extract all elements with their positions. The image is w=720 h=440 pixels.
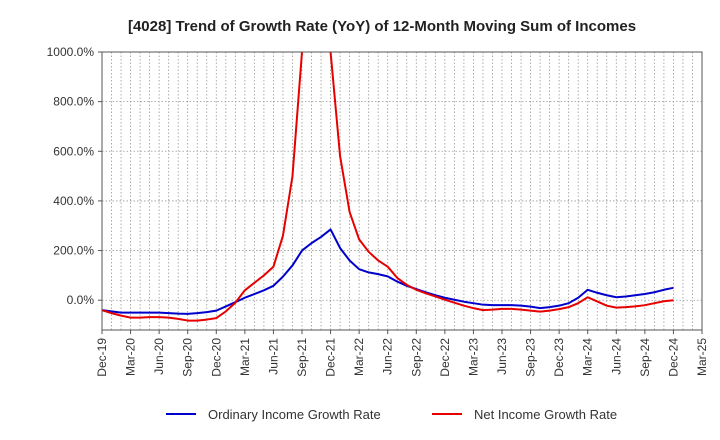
y-axis-ticks: 0.0% 200.0% 400.0% 600.0% 800.0% 1000.0%: [47, 45, 102, 307]
x-tick-label: Mar-22: [352, 338, 366, 376]
plot-background: [102, 52, 702, 330]
x-tick-label: Sep-23: [524, 338, 538, 377]
y-tick-label: 600.0%: [53, 144, 94, 158]
x-tick-label: Dec-19: [95, 338, 109, 377]
x-tick-label: Mar-24: [581, 338, 595, 376]
x-tick-label: Jun-20: [152, 338, 166, 375]
x-tick-label: Jun-24: [609, 338, 623, 375]
x-tick-label: Mar-23: [466, 338, 480, 376]
x-tick-label: Sep-22: [409, 338, 423, 377]
y-tick-label: 0.0%: [67, 293, 95, 307]
x-tick-label: Dec-22: [438, 338, 452, 377]
y-tick-label: 400.0%: [53, 194, 94, 208]
series-lines: [102, 52, 674, 322]
x-tick-label: Dec-21: [324, 338, 338, 377]
x-tick-label: Mar-20: [124, 338, 138, 376]
y-tick-label: 200.0%: [53, 244, 94, 258]
series-line-ordinary-income: [102, 228, 674, 315]
y-tick-label: 800.0%: [53, 95, 94, 109]
x-tick-label: Jun-23: [495, 338, 509, 375]
x-tick-label: Sep-21: [295, 338, 309, 377]
x-tick-label: Dec-23: [552, 338, 566, 377]
x-tick-label: Dec-20: [209, 338, 223, 377]
chart-title: [4028] Trend of Growth Rate (YoY) of 12-…: [128, 18, 636, 35]
x-tick-label: Sep-24: [638, 338, 652, 377]
x-tick-label: Mar-25: [695, 338, 709, 376]
x-tick-label: Jun-22: [381, 338, 395, 375]
y-tick-label: 1000.0%: [47, 45, 95, 59]
plot-area: [102, 52, 702, 330]
x-axis-ticks: Dec-19 Mar-20 Jun-20 Sep-20 Dec-20 Mar-21 Jun-…: [95, 330, 709, 377]
legend-label-net-income: Net Income Growth Rate: [474, 407, 617, 422]
x-tick-label: Jun-21: [266, 338, 280, 375]
x-tick-label: Dec-24: [666, 338, 680, 377]
plot-frame: [101, 51, 703, 331]
x-tick-label: Mar-21: [238, 338, 252, 376]
x-tick-label: Sep-20: [181, 338, 195, 377]
plot-border: [101, 51, 703, 331]
series-line-net-income: [102, 52, 674, 322]
legend-label-ordinary-income: Ordinary Income Growth Rate: [208, 407, 381, 422]
legend: Ordinary Income Growth Rate Net Income Gr…: [166, 407, 617, 422]
